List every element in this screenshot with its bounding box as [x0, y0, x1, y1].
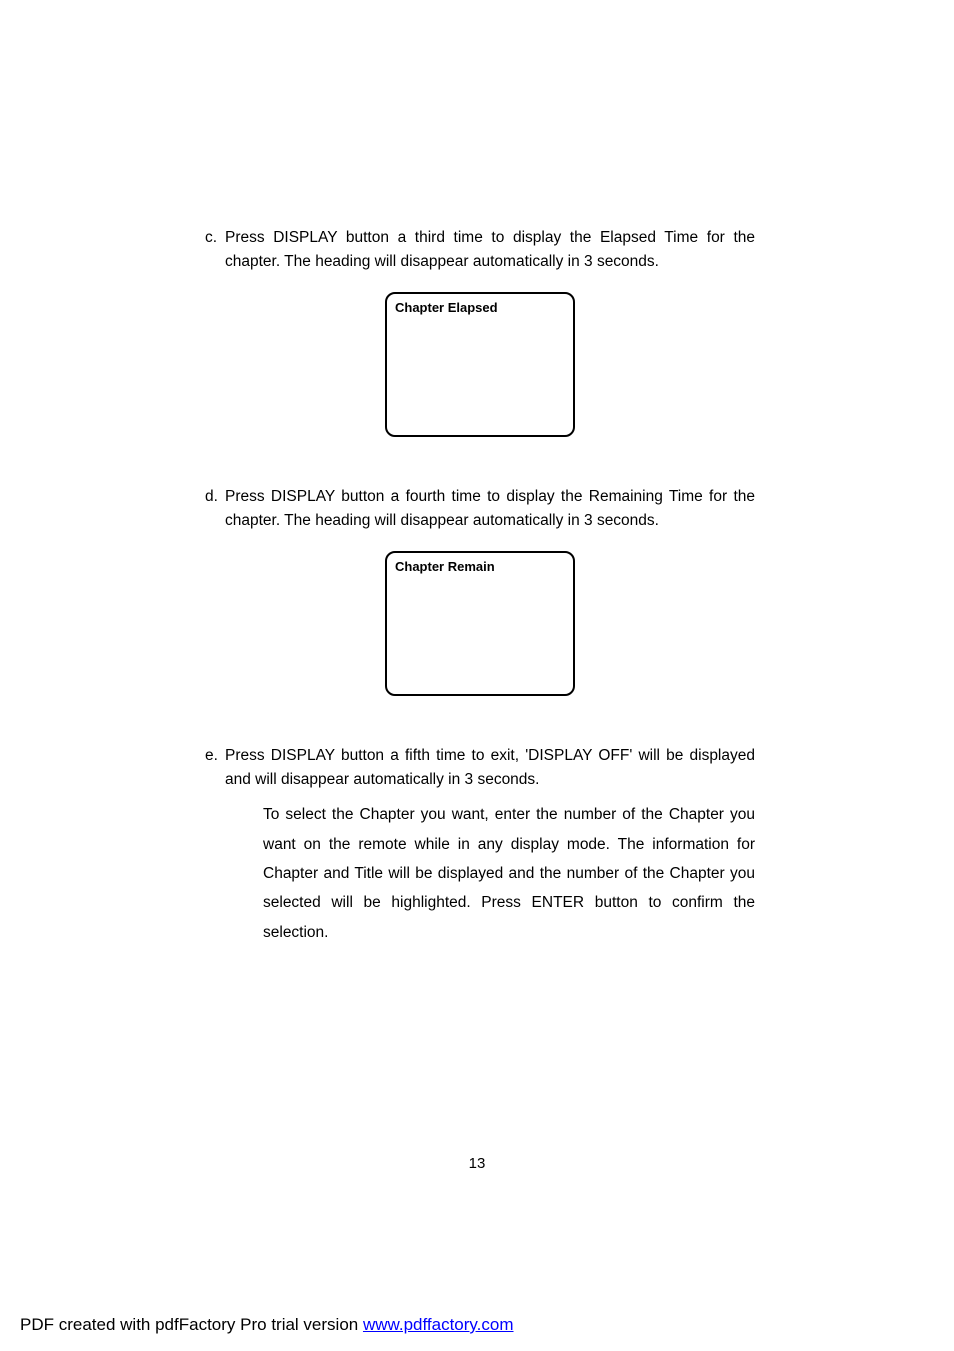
list-item-d: d. Press DISPLAY button a fourth time to…: [205, 485, 755, 696]
item-text: c. Press DISPLAY button a third time to …: [205, 226, 755, 274]
footer-prefix: PDF created with pdfFactory Pro trial ve…: [20, 1315, 363, 1334]
footer: PDF created with pdfFactory Pro trial ve…: [20, 1315, 514, 1335]
display-box-remain: Chapter Remain: [385, 551, 575, 696]
sub-paragraph-text: To select the Chapter you want, enter th…: [263, 800, 755, 947]
display-box-label: Chapter Remain: [395, 559, 565, 574]
item-prefix: c.: [205, 226, 225, 250]
list-item-c: c. Press DISPLAY button a third time to …: [205, 226, 755, 437]
display-box-elapsed: Chapter Elapsed: [385, 292, 575, 437]
item-body: Press DISPLAY button a fourth time to di…: [225, 485, 755, 533]
sub-paragraph: To select the Chapter you want, enter th…: [263, 800, 755, 947]
display-box-label: Chapter Elapsed: [395, 300, 565, 315]
item-body: Press DISPLAY button a fifth time to exi…: [225, 744, 755, 792]
item-prefix: e.: [205, 744, 225, 768]
item-body: Press DISPLAY button a third time to dis…: [225, 226, 755, 274]
item-text: d. Press DISPLAY button a fourth time to…: [205, 485, 755, 533]
footer-link[interactable]: www.pdffactory.com: [363, 1315, 514, 1334]
page-number: 13: [0, 1155, 954, 1172]
document-content: c. Press DISPLAY button a third time to …: [205, 226, 755, 967]
list-item-e: e. Press DISPLAY button a fifth time to …: [205, 744, 755, 947]
item-prefix: d.: [205, 485, 225, 509]
item-text: e. Press DISPLAY button a fifth time to …: [205, 744, 755, 792]
